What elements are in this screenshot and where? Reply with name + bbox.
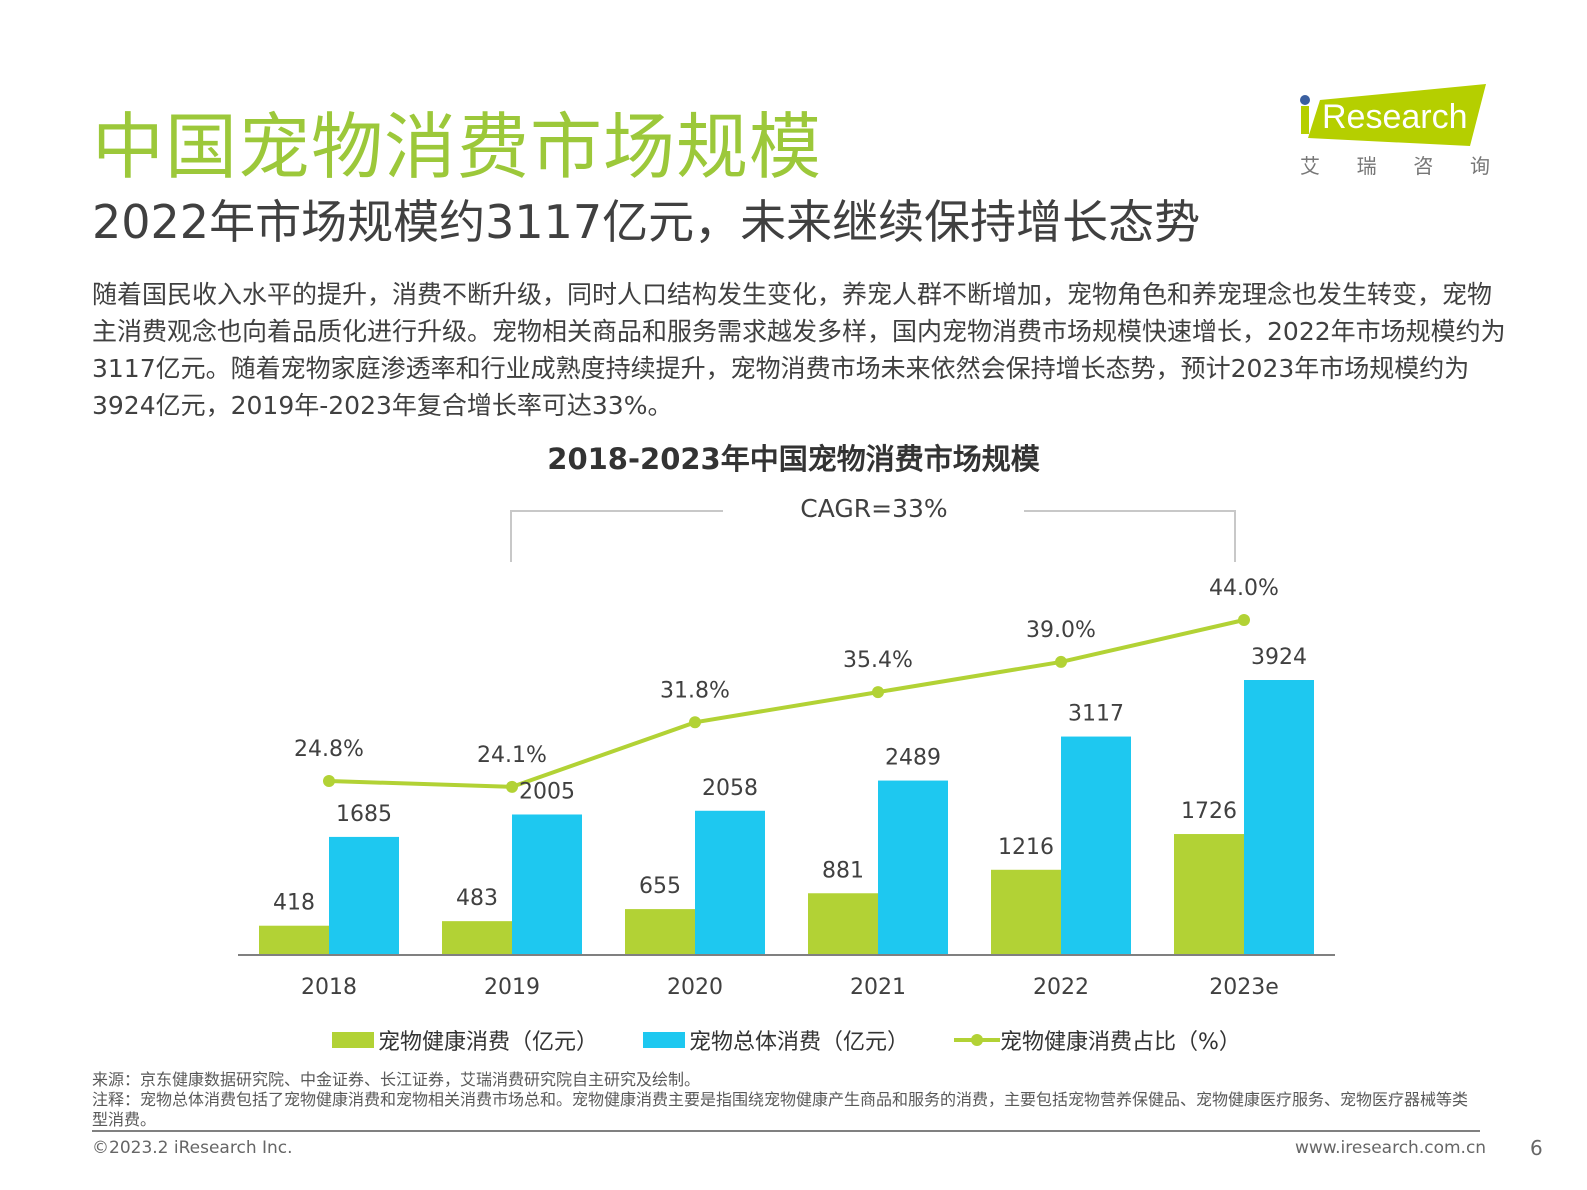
source-note: 来源：京东健康数据研究院、中金证券、长江证券，艾瑞消费研究院自主研究及绘制。 (92, 1070, 701, 1089)
ratio-point (323, 775, 335, 787)
logo-char: 艾 (1300, 154, 1320, 178)
footnotes: 来源：京东健康数据研究院、中金证券、长江证券，艾瑞消费研究院自主研究及绘制。 注… (92, 1070, 1482, 1130)
logo-char: 咨 (1413, 154, 1434, 178)
page-title: 中国宠物消费市场规模 (92, 105, 823, 189)
logo-chinese: 艾 瑞 咨 询 (1300, 150, 1490, 179)
bar-value-label: 655 (639, 874, 681, 899)
body-paragraph: 随着国民收入水平的提升，消费不断升级，同时人口结构发生变化，养宠人群不断增加，宠… (92, 280, 1506, 420)
legend-item-ratio: 宠物健康消费占比（%） (954, 1024, 1241, 1056)
bar-total (512, 814, 582, 955)
bar-total (1061, 736, 1131, 955)
legend-swatch (332, 1032, 374, 1048)
x-tick-label: 2018 (301, 975, 357, 1000)
legend-label: 宠物健康消费占比（%） (1000, 1030, 1241, 1055)
bar-health (625, 909, 695, 955)
line-value-label: 35.4% (843, 648, 913, 673)
footer-divider (92, 1130, 1480, 1132)
bar-value-label: 1726 (1181, 799, 1237, 824)
bar-health (991, 869, 1061, 955)
logo-char: 瑞 (1356, 154, 1377, 178)
legend-swatch (643, 1032, 685, 1048)
bar-value-label: 3924 (1251, 645, 1307, 670)
logo-char: 询 (1469, 154, 1490, 178)
bar-total (1244, 680, 1314, 955)
cagr-label: CAGR=33% (800, 494, 947, 523)
bar-value-label: 2005 (519, 779, 575, 804)
ratio-point (506, 780, 518, 793)
legend-item-health: 宠物健康消费（亿元） (332, 1024, 598, 1056)
chart-title: 2018-2023年中国宠物消费市场规模 (547, 442, 1040, 476)
ratio-point (689, 716, 701, 729)
annotation-note: 注释：宠物总体消费包括了宠物健康消费和宠物相关消费市场总和。宠物健康消费主要是指… (92, 1090, 1469, 1129)
bar-value-label: 1685 (336, 802, 392, 827)
x-tick-label: 2021 (850, 975, 906, 1000)
bar-total (695, 810, 765, 955)
bar-total (329, 836, 399, 955)
iresearch-logo: Research (1298, 82, 1488, 177)
page-number: 6 (1530, 1136, 1543, 1160)
line-value-label: 44.0% (1209, 576, 1279, 601)
bar-health (808, 893, 878, 955)
bar-value-label: 1216 (998, 835, 1054, 860)
legend-label: 宠物总体消费（亿元） (689, 1030, 910, 1055)
line-value-label: 39.0% (1026, 618, 1096, 643)
line-value-label: 31.8% (660, 678, 730, 703)
x-tick-label: 2023e (1209, 975, 1279, 1000)
copyright: ©2023.2 iResearch Inc. (92, 1138, 293, 1158)
website-link[interactable]: www.iresearch.com.cn (1295, 1138, 1487, 1158)
bar-health (1174, 834, 1244, 955)
ratio-line (328, 618, 1245, 789)
line-value-label: 24.1% (477, 743, 547, 768)
line-value-label: 24.8% (294, 737, 364, 762)
bar-value-label: 881 (822, 858, 864, 883)
legend-line-swatch (954, 1034, 1000, 1046)
page-subtitle: 2022年市场规模约3117亿元，未来继续保持增长态势 (92, 195, 1201, 249)
legend-item-total: 宠物总体消费（亿元） (643, 1024, 909, 1056)
bar-value-label: 3117 (1068, 702, 1124, 727)
ratio-point (1238, 614, 1250, 627)
bar-value-label: 2058 (702, 776, 758, 801)
ratio-point (872, 686, 884, 699)
svg-text:Research: Research (1322, 98, 1468, 136)
bar-health (259, 925, 329, 955)
bar-total (878, 780, 948, 955)
bar-health (442, 921, 512, 955)
ratio-point (1055, 655, 1067, 668)
legend-label: 宠物健康消费（亿元） (378, 1030, 599, 1055)
x-tick-label: 2019 (484, 975, 540, 1000)
bar-value-label: 483 (456, 886, 498, 911)
bar-value-label: 2489 (885, 746, 941, 771)
bar-value-label: 418 (273, 891, 315, 916)
x-tick-label: 2020 (667, 975, 723, 1000)
cagr-bracket (510, 510, 1236, 562)
x-tick-label: 2022 (1033, 975, 1089, 1000)
